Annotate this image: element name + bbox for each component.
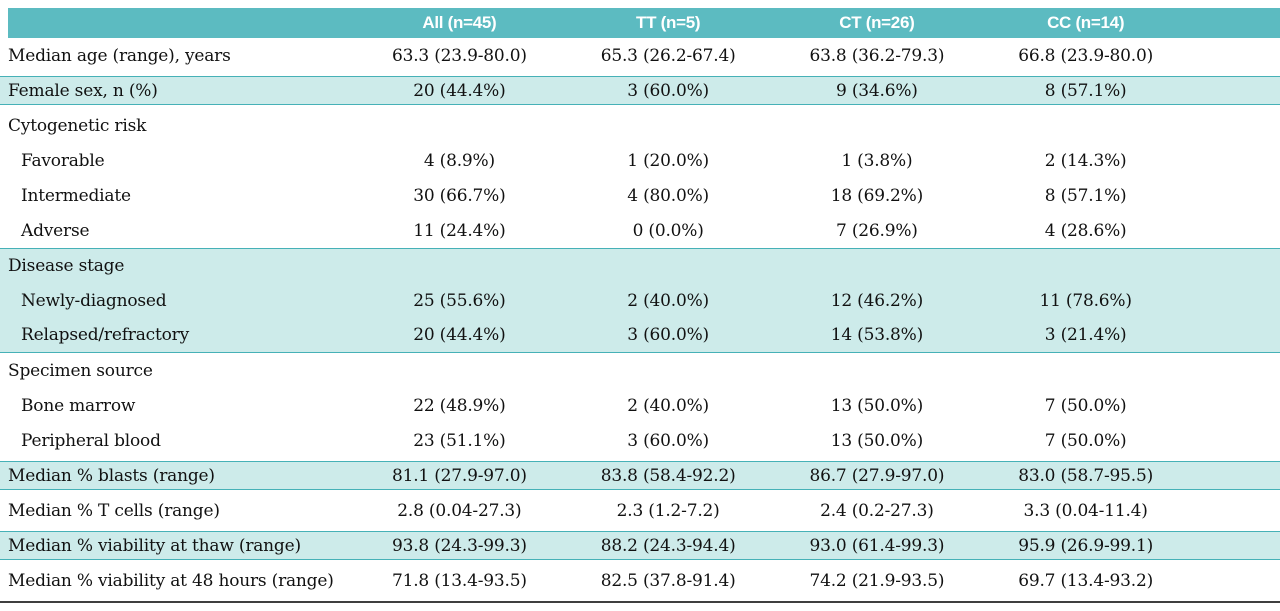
row-label: Bone marrow [21, 395, 136, 416]
cell-value: 25 (55.6%) [413, 290, 506, 311]
cell-value: 4 (28.6%) [1044, 220, 1127, 241]
table-row: Median % viability at thaw (range) 93.8 … [0, 528, 1280, 563]
table-row: Peripheral blood 23 (51.1%) 3 (60.0%) 13… [0, 423, 1280, 458]
section-header-row: Disease stage [0, 248, 1280, 283]
table-row: Adverse 11 (24.4%) 0 (0.0%) 7 (26.9%) 4 … [0, 213, 1280, 248]
section-header-row: Specimen source [0, 353, 1280, 388]
column-header-tt: TT (n=5) [636, 13, 701, 32]
cell-value: 30 (66.7%) [413, 185, 506, 206]
row-label: Newly-diagnosed [21, 290, 167, 311]
table-row: Female sex, n (%) 20 (44.4%) 3 (60.0%) 9… [0, 73, 1280, 108]
cell-value: 20 (44.4%) [413, 325, 506, 345]
cell-value: 7 (50.0%) [1044, 395, 1127, 416]
row-label: Intermediate [21, 185, 131, 206]
cell-value: 93.8 (24.3-99.3) [391, 535, 527, 556]
cell-value: 2 (14.3%) [1044, 150, 1127, 171]
cell-value: 23 (51.1%) [413, 430, 506, 451]
cell-value: 81.1 (27.9-97.0) [391, 465, 527, 486]
table-row: Median % viability at 48 hours (range) 7… [0, 563, 1280, 598]
table-row: Median % blasts (range) 81.1 (27.9-97.0)… [0, 458, 1280, 493]
cell-value: 2.3 (1.2-7.2) [616, 500, 720, 521]
section-header-row: Cytogenetic risk [0, 108, 1280, 143]
row-label: Median % blasts (range) [8, 465, 215, 486]
cell-value: 2.8 (0.04-27.3) [397, 500, 522, 521]
cell-value: 12 (46.2%) [830, 290, 924, 311]
table-bottom-rule [0, 601, 1280, 603]
cell-value: 0 (0.0%) [632, 220, 704, 241]
row-label: Median age (range), years [8, 45, 231, 66]
cell-value: 93.0 (61.4-99.3) [809, 535, 945, 556]
section-label: Disease stage [8, 256, 125, 276]
cell-value: 3.3 (0.04-11.4) [1023, 500, 1148, 521]
table-row: Median % T cells (range) 2.8 (0.04-27.3)… [0, 493, 1280, 528]
column-header-cc: CC (n=14) [1047, 13, 1125, 32]
cell-value: 2 (40.0%) [627, 290, 709, 311]
row-label: Median % T cells (range) [8, 500, 220, 521]
cell-value: 20 (44.4%) [413, 80, 506, 101]
cell-value: 11 (78.6%) [1039, 290, 1132, 311]
row-label: Relapsed/refractory [21, 325, 189, 345]
cell-value: 13 (50.0%) [830, 395, 924, 416]
table-row: Intermediate 30 (66.7%) 4 (80.0%) 18 (69… [0, 178, 1280, 213]
cell-value: 22 (48.9%) [413, 395, 506, 416]
cell-value: 1 (3.8%) [841, 150, 913, 171]
row-label: Median % viability at thaw (range) [8, 535, 301, 556]
cell-value: 3 (60.0%) [627, 430, 709, 451]
table-header-row: All (n=45) TT (n=5) CT (n=26) CC (n=14) [8, 8, 1280, 38]
row-label: Peripheral blood [21, 430, 161, 451]
cell-value: 11 (24.4%) [413, 220, 506, 241]
cell-value: 3 (60.0%) [627, 325, 709, 345]
column-header-ct: CT (n=26) [839, 13, 915, 32]
cell-value: 86.7 (27.9-97.0) [809, 465, 945, 486]
row-label: Female sex, n (%) [8, 80, 158, 101]
row-label: Favorable [21, 150, 105, 171]
table-row: Median age (range), years 63.3 (23.9-80.… [0, 38, 1280, 73]
cell-value: 69.7 (13.4-93.2) [1018, 570, 1154, 591]
cell-value: 63.3 (23.9-80.0) [391, 45, 527, 66]
cell-value: 2 (40.0%) [627, 395, 709, 416]
cell-value: 14 (53.8%) [830, 325, 924, 345]
cell-value: 13 (50.0%) [830, 430, 924, 451]
cell-value: 82.5 (37.8-91.4) [600, 570, 736, 591]
cell-value: 71.8 (13.4-93.5) [391, 570, 527, 591]
cell-value: 18 (69.2%) [830, 185, 924, 206]
cell-value: 74.2 (21.9-93.5) [809, 570, 945, 591]
cell-value: 4 (80.0%) [627, 185, 709, 206]
table-row: Relapsed/refractory 20 (44.4%) 3 (60.0%)… [0, 318, 1280, 353]
cell-value: 7 (50.0%) [1044, 430, 1127, 451]
cell-value: 8 (57.1%) [1044, 185, 1127, 206]
cell-value: 66.8 (23.9-80.0) [1018, 45, 1154, 66]
cell-value: 3 (21.4%) [1044, 325, 1127, 345]
table-row: Favorable 4 (8.9%) 1 (20.0%) 1 (3.8%) 2 … [0, 143, 1280, 178]
cell-value: 1 (20.0%) [627, 150, 709, 171]
cell-value: 83.0 (58.7-95.5) [1018, 465, 1154, 486]
column-header-all: All (n=45) [422, 13, 497, 32]
table-row: Newly-diagnosed 25 (55.6%) 2 (40.0%) 12 … [0, 283, 1280, 318]
section-label: Cytogenetic risk [8, 115, 147, 136]
cell-value: 4 (8.9%) [423, 150, 495, 171]
cell-value: 63.8 (36.2-79.3) [809, 45, 945, 66]
row-label: Adverse [21, 220, 90, 241]
table-row: Bone marrow 22 (48.9%) 2 (40.0%) 13 (50.… [0, 388, 1280, 423]
cell-value: 95.9 (26.9-99.1) [1018, 535, 1154, 556]
cell-value: 8 (57.1%) [1044, 80, 1127, 101]
cell-value: 88.2 (24.3-94.4) [600, 535, 736, 556]
cell-value: 9 (34.6%) [836, 80, 918, 101]
section-label: Specimen source [8, 360, 153, 381]
cell-value: 83.8 (58.4-92.2) [600, 465, 736, 486]
row-label: Median % viability at 48 hours (range) [8, 570, 334, 591]
cell-value: 3 (60.0%) [627, 80, 709, 101]
cell-value: 7 (26.9%) [836, 220, 918, 241]
cell-value: 2.4 (0.2-27.3) [820, 500, 934, 521]
cell-value: 65.3 (26.2-67.4) [600, 45, 736, 66]
